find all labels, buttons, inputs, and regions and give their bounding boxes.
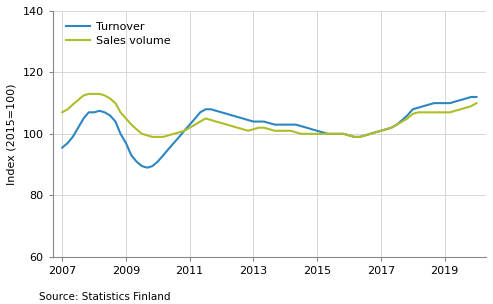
Sales volume: [373, 130, 379, 134]
Sales volume: [240, 127, 246, 131]
Line: Turnover: Turnover: [62, 97, 477, 168]
Turnover: [304, 126, 310, 130]
Sales volume: [309, 132, 315, 136]
Turnover: [474, 95, 480, 99]
Sales volume: [86, 92, 92, 96]
Sales volume: [474, 101, 480, 105]
Text: Source: Statistics Finland: Source: Statistics Finland: [39, 292, 171, 302]
Sales volume: [181, 129, 187, 133]
Y-axis label: Index (2015=100): Index (2015=100): [7, 83, 17, 185]
Turnover: [468, 95, 474, 99]
Turnover: [367, 132, 373, 136]
Turnover: [229, 114, 235, 117]
Line: Sales volume: Sales volume: [62, 94, 477, 137]
Legend: Turnover, Sales volume: Turnover, Sales volume: [63, 19, 174, 49]
Turnover: [235, 115, 241, 119]
Sales volume: [59, 111, 65, 114]
Sales volume: [235, 126, 241, 130]
Sales volume: [171, 132, 176, 136]
Turnover: [59, 146, 65, 150]
Sales volume: [149, 135, 155, 139]
Turnover: [144, 166, 150, 169]
Turnover: [165, 147, 171, 151]
Turnover: [176, 135, 182, 139]
